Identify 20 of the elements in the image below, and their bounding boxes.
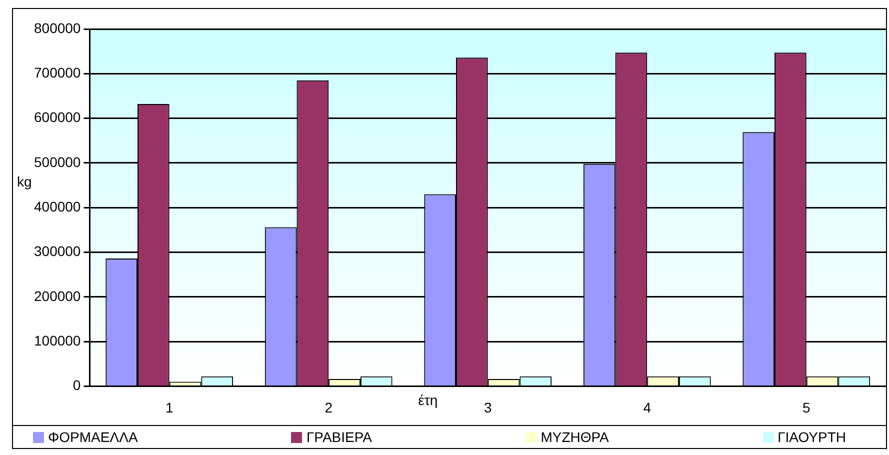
- y-axis-title: kg: [17, 173, 32, 190]
- x-tick-label: 3: [484, 399, 492, 416]
- x-tick-label: 4: [643, 399, 652, 416]
- legend-label: ΓΙΑΟΥΡΤΗ: [778, 428, 846, 446]
- legend-label: ΓΡΑΒΙΕΡΑ: [306, 428, 372, 446]
- y-tick-label: 100000: [34, 332, 81, 348]
- y-tick-label: 700000: [34, 64, 81, 81]
- y-tick-label: 300000: [34, 243, 81, 260]
- y-tick-label: 200000: [34, 288, 81, 304]
- y-tick-label: 600000: [34, 109, 81, 126]
- y-tick-label: 500000: [34, 154, 81, 170]
- y-tick-label: 400000: [34, 198, 81, 214]
- legend-label: ΜΥΖΗΘΡΑ: [540, 428, 609, 446]
- x-tick-label: 2: [324, 399, 333, 416]
- legend-label: ΦΟΡΜΑΕΛΛΑ: [48, 428, 138, 446]
- x-axis-title: έτη: [418, 392, 438, 408]
- x-tick-label: 5: [802, 399, 810, 416]
- x-tick-label: 1: [165, 399, 174, 416]
- y-tick-label: 0: [72, 377, 81, 394]
- y-tick-label: 800000: [34, 20, 81, 36]
